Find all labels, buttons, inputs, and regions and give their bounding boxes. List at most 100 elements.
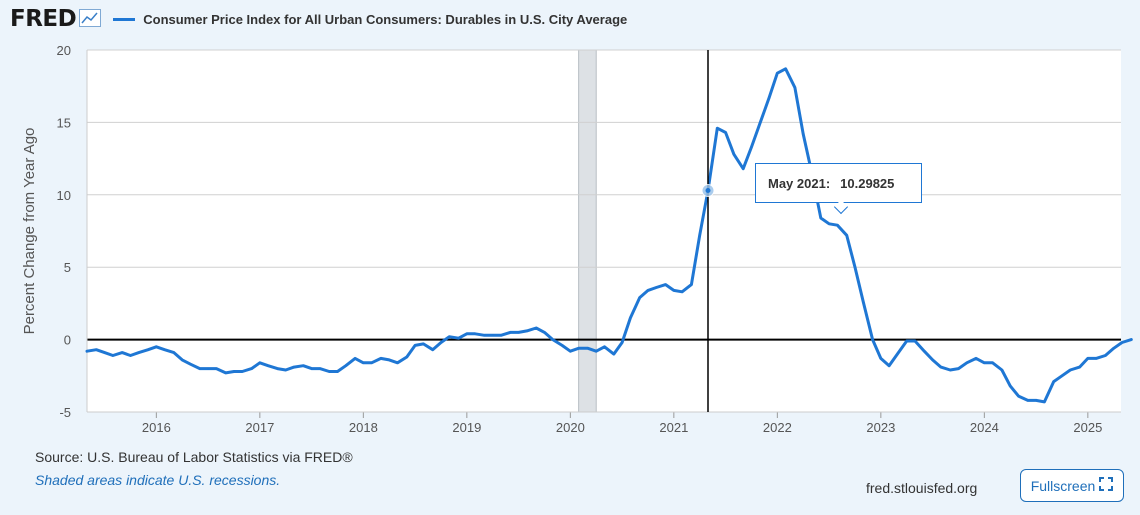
data-point[interactable] [966,362,968,364]
data-point[interactable] [1069,369,1071,371]
data-point[interactable] [931,359,933,361]
data-point[interactable] [613,353,615,355]
data-point[interactable] [147,349,149,351]
data-point[interactable] [189,363,191,365]
data-point[interactable] [406,356,408,358]
data-point[interactable] [940,366,942,368]
data-point[interactable] [207,367,209,369]
fullscreen-button[interactable]: Fullscreen [1020,469,1124,502]
data-point[interactable] [95,349,97,351]
data-point[interactable] [336,370,338,372]
data-point[interactable] [319,367,321,369]
data-point[interactable] [1130,338,1132,340]
data-point[interactable] [181,359,183,361]
data-point[interactable] [820,217,822,219]
data-point[interactable] [345,364,347,366]
data-point[interactable] [577,347,579,349]
data-point[interactable] [259,362,261,364]
data-point[interactable] [724,131,726,133]
data-point[interactable] [1087,357,1089,359]
data-point[interactable] [199,367,201,369]
data-point[interactable] [621,341,623,343]
data-point[interactable] [1017,395,1019,397]
data-point[interactable] [285,369,287,371]
data-point[interactable] [276,367,278,369]
legend-series-title[interactable]: Consumer Price Index for All Urban Consu… [143,11,628,27]
data-point[interactable] [500,334,502,336]
data-point[interactable] [776,72,778,74]
data-point[interactable] [414,344,416,346]
data-point[interactable] [638,296,640,298]
data-point[interactable] [561,344,563,346]
data-point[interactable] [828,223,830,225]
data-point[interactable] [224,372,226,374]
data-point[interactable] [267,364,269,366]
data-point[interactable] [991,362,993,364]
data-point[interactable] [957,367,959,369]
data-point[interactable] [888,364,890,366]
data-point[interactable] [655,286,657,288]
data-point[interactable] [112,354,114,356]
data-point[interactable] [388,359,390,361]
data-point[interactable] [1043,401,1045,403]
data-point[interactable] [509,331,511,333]
data-point[interactable] [466,333,468,335]
data-point[interactable] [923,350,925,352]
data-point[interactable] [103,351,105,353]
data-point[interactable] [86,350,88,352]
data-point[interactable] [129,354,131,356]
data-point[interactable] [526,330,528,332]
data-point[interactable] [431,349,433,351]
data-point[interactable] [1104,354,1106,356]
data-point[interactable] [629,317,631,319]
data-point[interactable] [1113,347,1115,349]
data-point[interactable] [836,224,838,226]
data-point[interactable] [802,133,804,135]
data-point[interactable] [759,123,761,125]
data-point[interactable] [664,283,666,285]
data-point[interactable] [880,357,882,359]
data-point[interactable] [328,370,330,372]
data-point[interactable] [457,337,459,339]
data-point[interactable] [716,127,718,129]
data-point[interactable] [906,340,908,342]
data-point[interactable] [121,351,123,353]
data-point[interactable] [647,289,649,291]
data-point[interactable] [1035,399,1037,401]
data-point[interactable] [1095,357,1097,359]
data-point[interactable] [492,334,494,336]
data-point[interactable] [768,97,770,99]
data-point[interactable] [914,340,916,342]
data-point[interactable] [543,331,545,333]
data-point[interactable] [517,331,519,333]
data-point[interactable] [310,367,312,369]
data-point[interactable] [673,289,675,291]
data-point[interactable] [396,362,398,364]
data-point[interactable] [1121,341,1123,343]
data-point[interactable] [370,362,372,364]
series-line[interactable] [85,67,1133,404]
data-point[interactable] [241,370,243,372]
data-point[interactable] [690,283,692,285]
data-point[interactable] [1027,399,1029,401]
data-point[interactable] [1052,380,1054,382]
data-point[interactable] [784,68,786,70]
data-point[interactable] [293,366,295,368]
data-point[interactable] [681,291,683,293]
data-point[interactable] [854,266,856,268]
data-point[interactable] [138,351,140,353]
data-point[interactable] [250,367,252,369]
data-point[interactable] [155,346,157,348]
data-point[interactable] [173,351,175,353]
data-point[interactable] [422,343,424,345]
data-point[interactable] [897,351,899,353]
data-point[interactable] [354,357,356,359]
data-point[interactable] [302,364,304,366]
data-point[interactable] [474,333,476,335]
data-point[interactable] [750,146,752,148]
data-point[interactable] [569,350,571,352]
data-point[interactable] [163,349,165,351]
data-point[interactable] [1078,366,1080,368]
data-point[interactable] [733,153,735,155]
